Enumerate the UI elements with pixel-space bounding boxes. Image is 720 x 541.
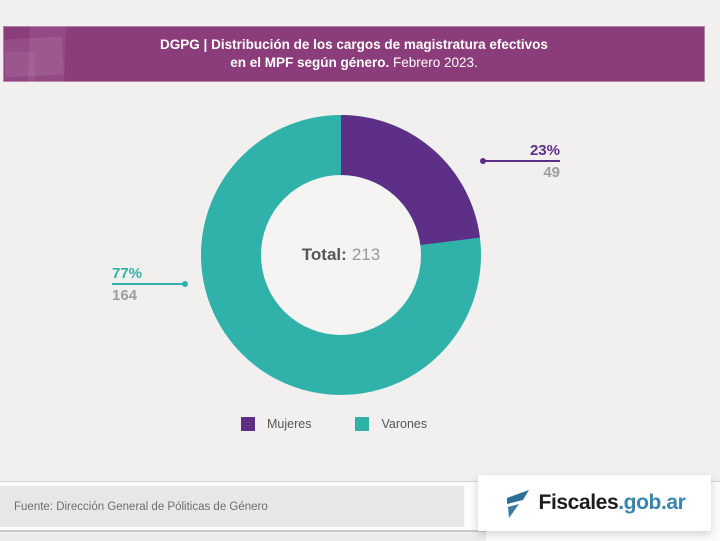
mujeres-legend-label: Mujeres xyxy=(267,417,312,431)
donut-slice-mujeres xyxy=(201,115,481,395)
logo-text-blue: .gob.ar xyxy=(618,491,686,514)
legend-item-varones: Varones xyxy=(355,417,427,431)
title-line1: DGPG | Distribución de los cargos de mag… xyxy=(160,37,548,52)
donut-center-total: Total: 213 xyxy=(201,115,481,395)
callout-varones: 77% 164 xyxy=(112,265,188,304)
banner-decoration xyxy=(3,52,35,82)
varones-value-label: 164 xyxy=(112,287,138,304)
donut-chart: Total: 213 xyxy=(201,115,481,395)
logo-text: Fiscales.gob.ar xyxy=(539,491,686,515)
fiscales-logo: Fiscales.gob.ar xyxy=(478,475,711,531)
footer-bottom-strip xyxy=(0,532,486,541)
donut-svg xyxy=(201,115,481,395)
callout-mujeres: 23% 49 xyxy=(480,142,560,181)
mujeres-pct-label: 23% xyxy=(529,142,560,159)
mujeres-swatch xyxy=(241,417,255,431)
footer-top-divider xyxy=(0,481,720,482)
varones-leader-line xyxy=(112,281,188,287)
logo-text-black: Fiscales xyxy=(538,491,619,514)
varones-swatch xyxy=(355,417,370,431)
source-bar: Fuente: Dirección General de Póliticas d… xyxy=(0,486,464,527)
legend: Mujeres Varones xyxy=(241,417,427,431)
source-text: Fuente: Dirección General de Póliticas d… xyxy=(14,500,268,513)
title-line2: en el MPF según género. Febrero 2023. xyxy=(230,55,478,70)
mujeres-leader-dot xyxy=(480,158,486,164)
donut-hole xyxy=(261,175,421,335)
total-label: Total: xyxy=(301,245,347,264)
mujeres-value-label: 49 xyxy=(543,164,560,181)
total-value: 213 xyxy=(351,245,381,264)
varones-leader-dot xyxy=(182,281,188,287)
header-banner: DGPG | Distribución de los cargos de mag… xyxy=(3,26,705,82)
footer-bottom-divider xyxy=(0,530,486,532)
flag-icon xyxy=(506,490,529,518)
legend-item-mujeres: Mujeres xyxy=(241,417,311,431)
varones-pct-label: 77% xyxy=(112,265,143,282)
mujeres-leader-line xyxy=(480,158,560,164)
varones-legend-label: Varones xyxy=(381,417,428,431)
